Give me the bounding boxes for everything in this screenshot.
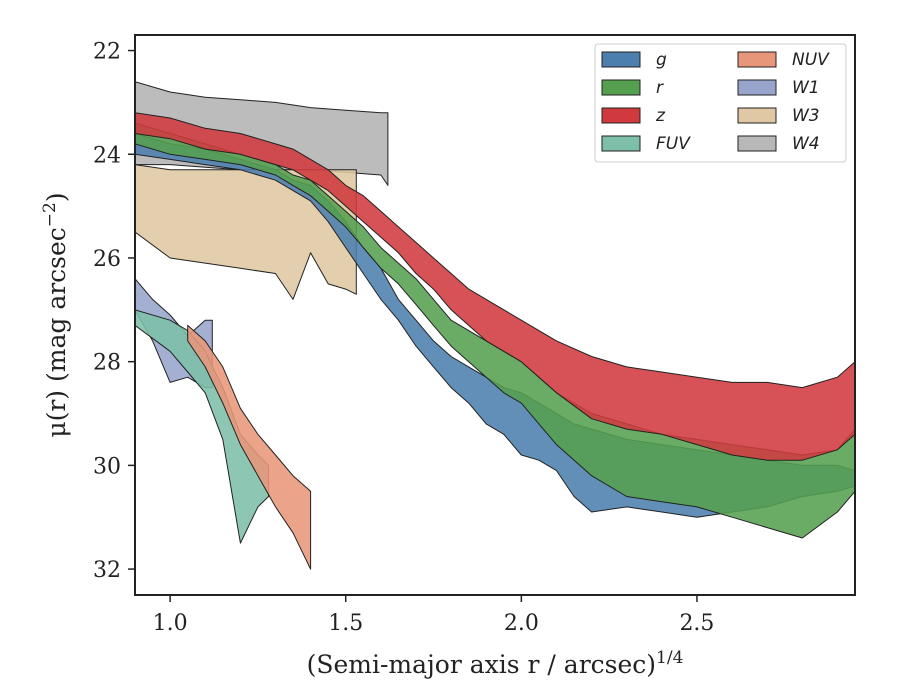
y-axis-label-exponent: −2 xyxy=(40,202,60,227)
y-tick-label: 24 xyxy=(93,143,121,168)
x-axis: 1.0 1.5 2.0 2.5 xyxy=(153,595,714,636)
legend: grz FUV NUV W1 W3 W4 xyxy=(594,43,847,163)
legend-swatch-g xyxy=(601,51,641,68)
band-z xyxy=(135,112,855,461)
legend-label-g: g xyxy=(656,50,667,70)
legend-swatch-fuv xyxy=(601,135,641,152)
x-tick-label: 2.0 xyxy=(504,611,539,636)
legend-swatch-nuv xyxy=(737,51,777,68)
y-axis-label: μ(r) (mag arcsec−2) xyxy=(40,192,71,437)
y-tick-label: 32 xyxy=(93,558,121,583)
y-tick-label: 26 xyxy=(93,247,121,272)
y-tick-label: 28 xyxy=(93,351,121,376)
legend-swatch-w3 xyxy=(737,107,777,124)
legend-label-nuv: NUV xyxy=(792,50,830,70)
legend-swatch-z xyxy=(601,107,641,124)
legend-label-fuv: FUV xyxy=(656,134,691,154)
band-r xyxy=(135,122,855,539)
y-axis-label-close: ) xyxy=(42,192,71,202)
x-axis-label: (Semi-major axis r / arcsec)1/4 xyxy=(307,648,684,679)
legend-swatch-w4 xyxy=(737,135,777,152)
x-tick-label: 2.5 xyxy=(679,611,714,636)
y-tick-label: 30 xyxy=(93,454,121,479)
legend-label-w1: W1 xyxy=(792,78,820,98)
plot-frame xyxy=(134,34,856,596)
legend-swatch-w1 xyxy=(737,79,777,96)
bands-layer xyxy=(135,81,855,570)
y-tick-label: 22 xyxy=(93,40,121,65)
x-tick-label: 1.0 xyxy=(153,611,188,636)
legend-swatch-r xyxy=(601,79,641,96)
y-axis: 22 24 26 28 30 32 xyxy=(93,40,135,583)
legend-label-z: z xyxy=(655,106,666,126)
legend-label-r: r xyxy=(656,78,664,98)
legend-label-w3: W3 xyxy=(792,106,820,126)
legend-frame xyxy=(594,43,847,163)
x-axis-label-exponent: 1/4 xyxy=(656,648,683,668)
x-tick-label: 1.5 xyxy=(328,611,363,636)
legend-label-w4: W4 xyxy=(792,134,820,154)
band-nuv xyxy=(187,324,312,570)
